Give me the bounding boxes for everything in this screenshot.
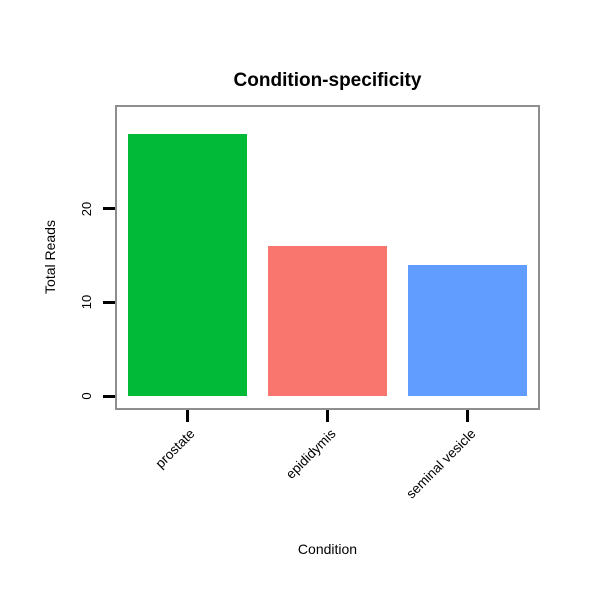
x-tick: [466, 410, 470, 422]
x-tick: [326, 410, 329, 422]
y-axis-label: Total Reads: [42, 220, 58, 294]
chart-title: Condition-specificity: [233, 70, 422, 91]
y-tick: [103, 394, 115, 398]
x-tick: [185, 410, 189, 422]
y-tick: [103, 300, 115, 304]
bar-prostate: [127, 133, 247, 396]
y-tick-label: 10: [79, 295, 94, 310]
y-tick: [103, 207, 115, 211]
y-tick-label: 20: [79, 201, 94, 216]
y-tick-label: 0: [79, 392, 94, 400]
plot-panel: prostate epididymis seminal vesicle 0 10 20: [79, 105, 540, 501]
bar-seminal-vesicle: [408, 264, 528, 396]
bar-epididymis: [268, 246, 387, 396]
x-axis-label: Condition: [297, 541, 358, 557]
